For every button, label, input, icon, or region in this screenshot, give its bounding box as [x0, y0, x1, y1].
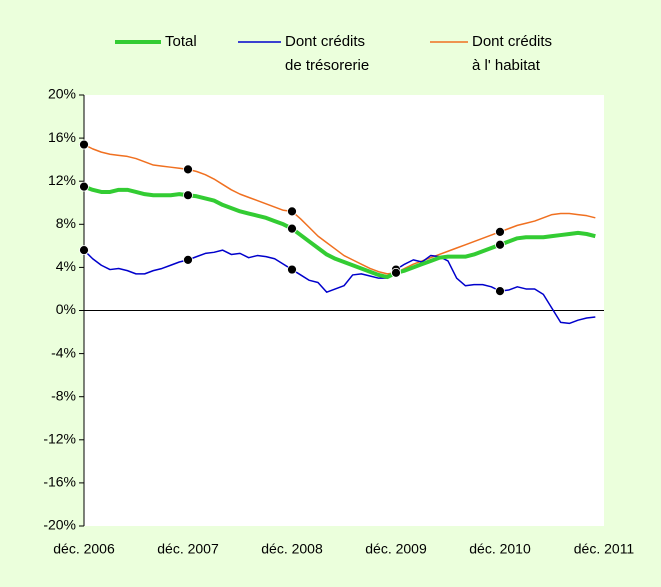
legend-label: Total — [165, 33, 197, 50]
y-tick-label: -20% — [43, 517, 76, 533]
x-tick-label: déc. 2008 — [261, 541, 323, 557]
series-line — [83, 184, 596, 280]
y-tick-label: -16% — [43, 474, 76, 490]
y-tick-label: 8% — [56, 215, 76, 231]
y-tick-label: 0% — [56, 301, 76, 317]
y-tick-label: -12% — [43, 431, 76, 447]
marker — [391, 267, 401, 278]
marker — [495, 239, 505, 250]
x-tick-label: déc. 2009 — [365, 541, 427, 557]
x-tick-label: déc. 2011 — [574, 541, 635, 557]
marker — [79, 245, 89, 256]
marker — [287, 206, 297, 217]
y-tick-label: 20% — [48, 86, 76, 102]
legend-label: Dont crédits de trésorerie — [285, 33, 370, 74]
series-line — [83, 143, 596, 275]
marker — [287, 223, 297, 234]
marker — [495, 286, 505, 297]
y-tick-label: 16% — [48, 129, 76, 145]
marker — [183, 190, 193, 201]
y-tick-label: 4% — [56, 258, 76, 274]
y-tick-label: 12% — [48, 172, 76, 188]
legend-label: Dont crédits à l' habitat — [472, 33, 553, 74]
x-tick-label: déc. 2010 — [469, 541, 531, 557]
y-tick-label: -8% — [51, 387, 76, 403]
marker — [287, 264, 297, 275]
x-tick-label: déc. 2007 — [157, 541, 219, 557]
y-tick-label: -4% — [51, 344, 76, 360]
marker — [183, 254, 193, 265]
marker — [183, 164, 193, 175]
marker — [79, 181, 89, 192]
series-line — [83, 249, 596, 325]
marker — [79, 139, 89, 150]
marker — [495, 226, 505, 237]
x-tick-label: déc. 2006 — [53, 541, 115, 557]
